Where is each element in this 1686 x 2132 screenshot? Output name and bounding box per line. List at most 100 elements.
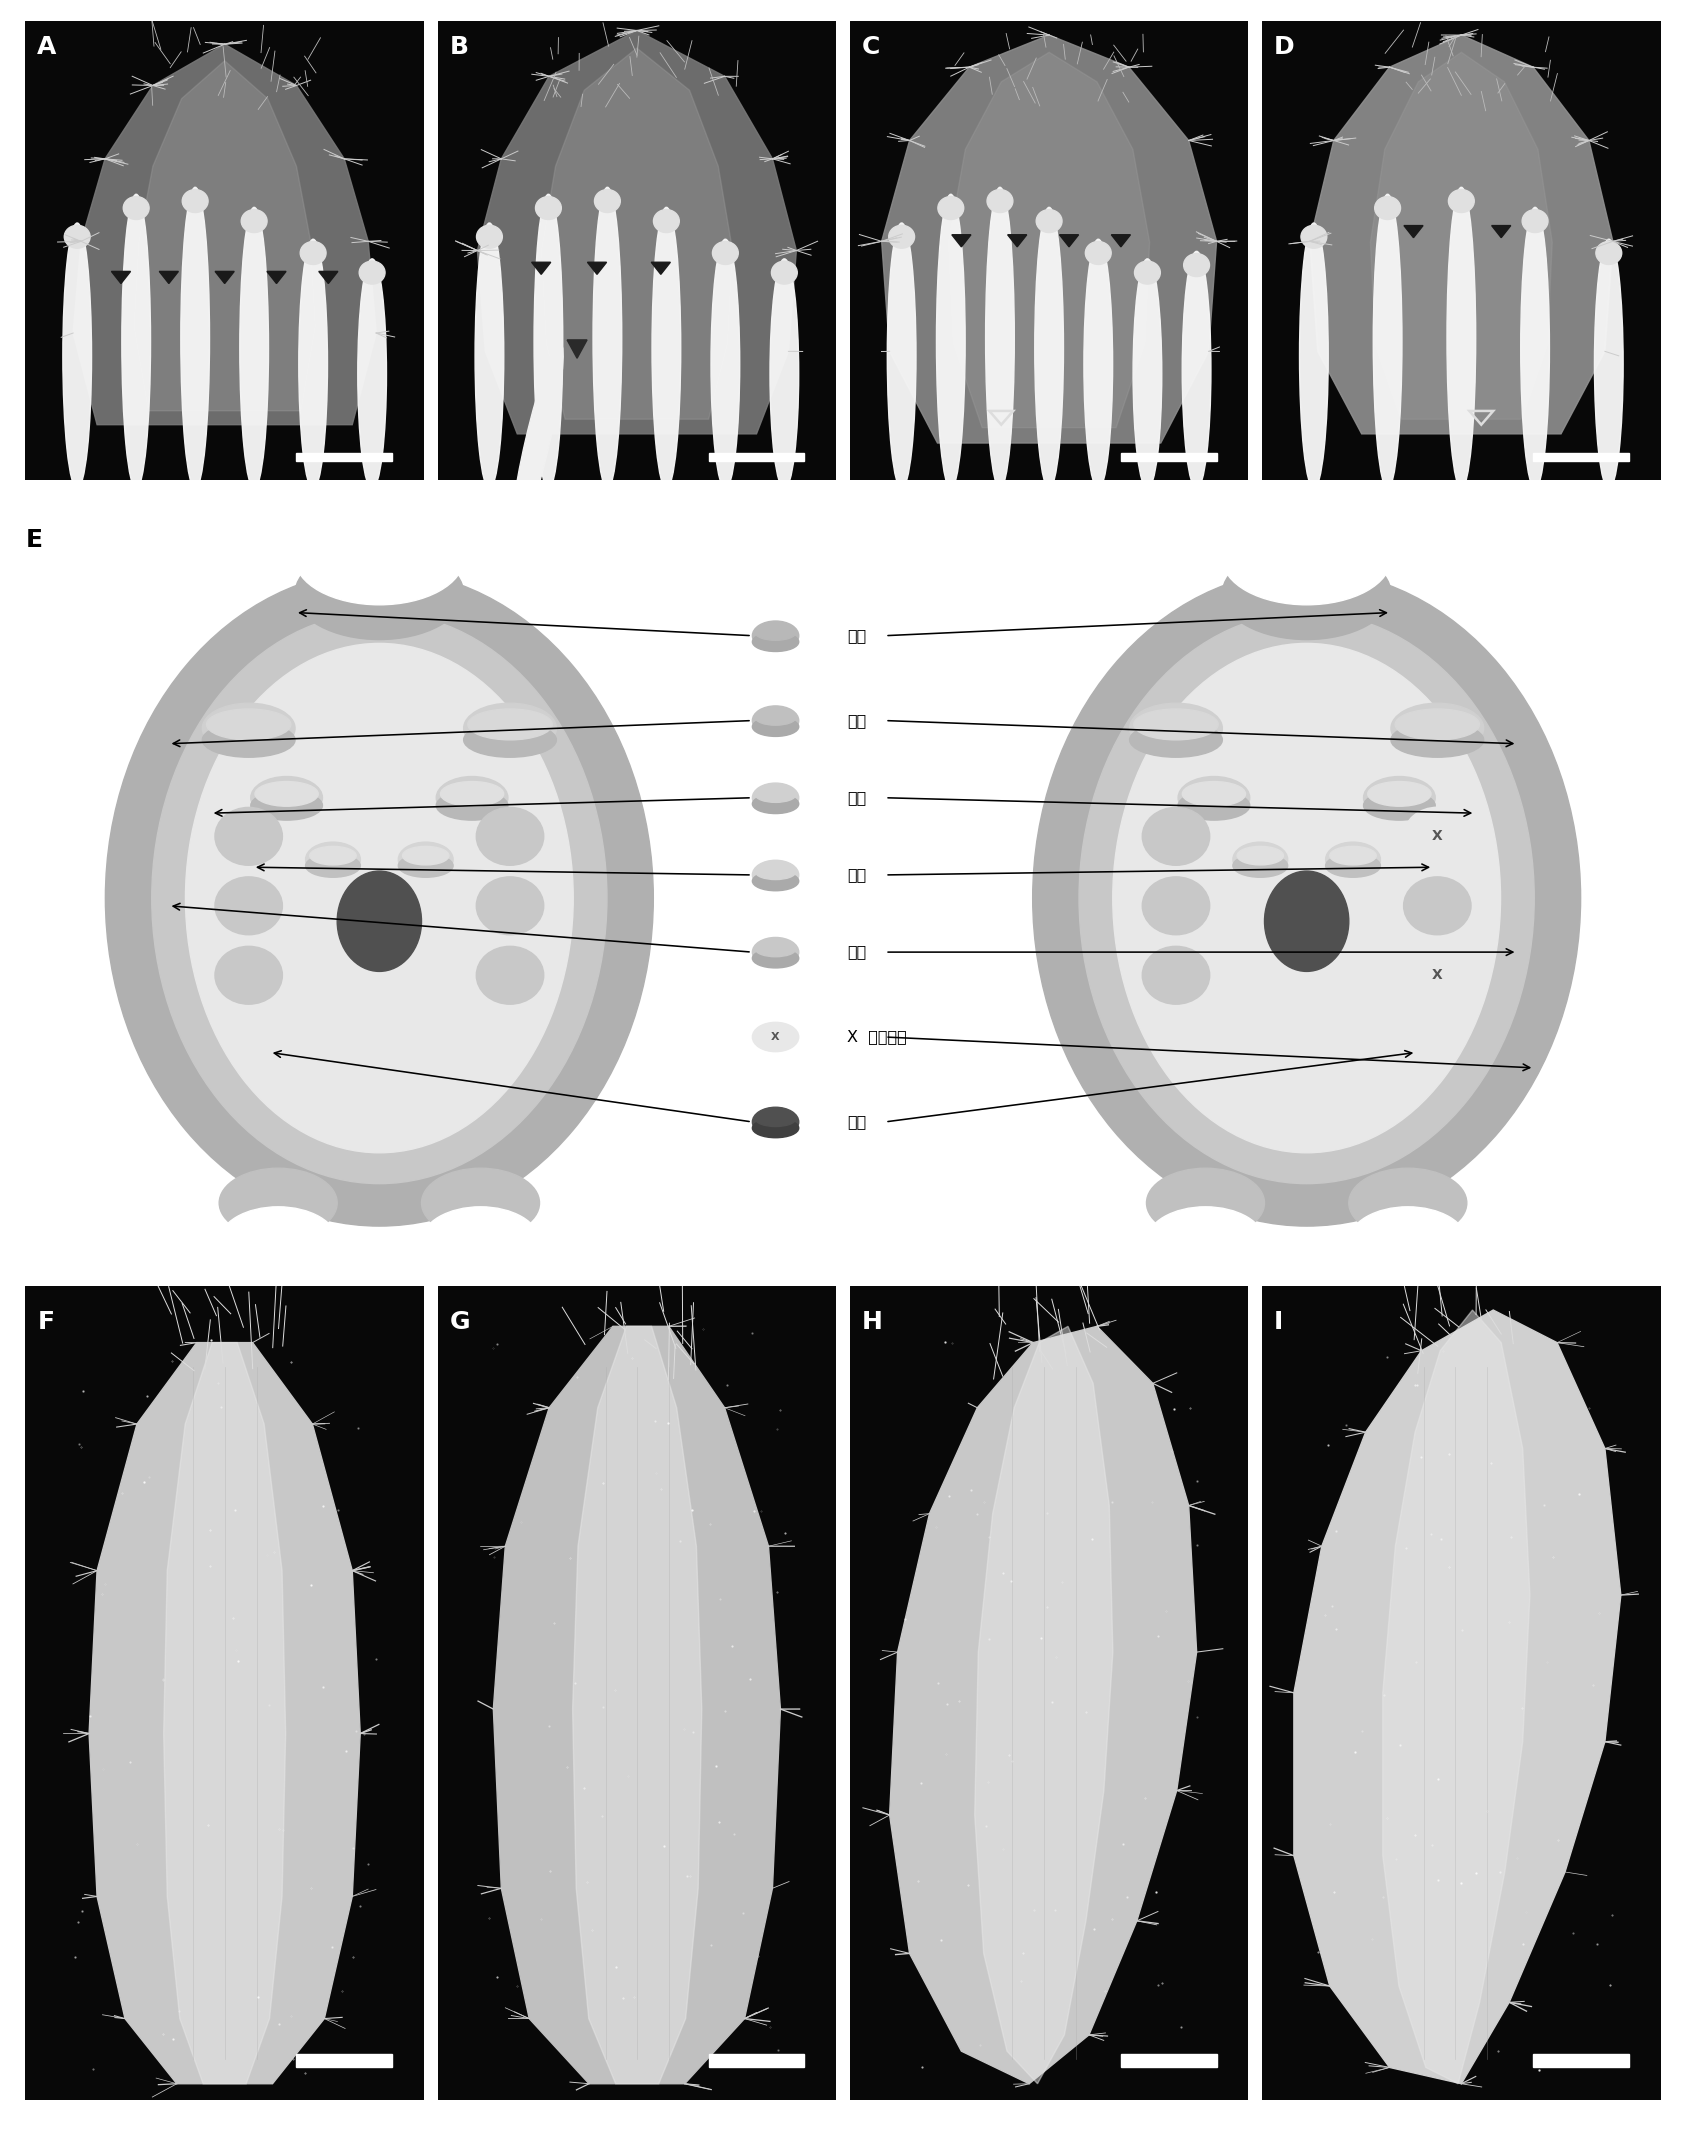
Text: 雌蕊: 雌蕊 bbox=[848, 1115, 867, 1130]
Ellipse shape bbox=[1404, 876, 1472, 934]
Ellipse shape bbox=[1404, 947, 1472, 1004]
Ellipse shape bbox=[937, 196, 964, 220]
Ellipse shape bbox=[219, 1168, 337, 1239]
Ellipse shape bbox=[422, 1207, 540, 1277]
Ellipse shape bbox=[1232, 855, 1288, 876]
Polygon shape bbox=[1310, 34, 1614, 435]
Ellipse shape bbox=[1146, 1207, 1264, 1277]
Polygon shape bbox=[1111, 235, 1130, 247]
Polygon shape bbox=[216, 271, 234, 284]
Polygon shape bbox=[72, 45, 376, 424]
Ellipse shape bbox=[1396, 710, 1480, 740]
Ellipse shape bbox=[771, 258, 799, 488]
Ellipse shape bbox=[1130, 704, 1222, 753]
Polygon shape bbox=[587, 262, 607, 275]
Ellipse shape bbox=[752, 872, 799, 891]
Ellipse shape bbox=[1391, 723, 1484, 757]
Ellipse shape bbox=[1391, 704, 1484, 753]
Ellipse shape bbox=[202, 704, 295, 753]
Ellipse shape bbox=[752, 938, 799, 966]
Ellipse shape bbox=[121, 194, 150, 488]
Ellipse shape bbox=[772, 260, 797, 284]
Ellipse shape bbox=[1349, 1168, 1467, 1239]
Ellipse shape bbox=[755, 710, 796, 725]
Ellipse shape bbox=[123, 196, 148, 220]
Polygon shape bbox=[1492, 226, 1511, 237]
Ellipse shape bbox=[1349, 1207, 1467, 1277]
Polygon shape bbox=[651, 262, 671, 275]
Polygon shape bbox=[1059, 235, 1079, 247]
Polygon shape bbox=[541, 49, 733, 420]
Ellipse shape bbox=[752, 949, 799, 968]
Ellipse shape bbox=[295, 512, 464, 605]
Ellipse shape bbox=[755, 942, 796, 957]
Ellipse shape bbox=[180, 188, 209, 488]
Ellipse shape bbox=[752, 1119, 799, 1138]
Polygon shape bbox=[494, 1326, 781, 2083]
Ellipse shape bbox=[713, 241, 738, 264]
Polygon shape bbox=[1383, 1309, 1529, 2083]
Polygon shape bbox=[266, 271, 287, 284]
Polygon shape bbox=[158, 271, 179, 284]
Ellipse shape bbox=[357, 258, 386, 488]
Bar bbox=[708, 454, 804, 461]
Ellipse shape bbox=[437, 776, 507, 819]
Polygon shape bbox=[890, 1326, 1197, 2083]
Ellipse shape bbox=[216, 947, 283, 1004]
Text: G: G bbox=[450, 1309, 470, 1335]
Text: X  雄蕊缺失: X 雄蕊缺失 bbox=[848, 1030, 907, 1045]
Bar bbox=[297, 454, 393, 461]
Ellipse shape bbox=[475, 224, 504, 488]
Ellipse shape bbox=[62, 224, 91, 488]
Ellipse shape bbox=[398, 855, 454, 876]
Ellipse shape bbox=[477, 947, 545, 1004]
Polygon shape bbox=[949, 53, 1150, 429]
Ellipse shape bbox=[1037, 209, 1062, 232]
Bar bbox=[1121, 454, 1217, 461]
Ellipse shape bbox=[185, 644, 573, 1153]
Text: B: B bbox=[450, 34, 469, 60]
Ellipse shape bbox=[752, 861, 799, 889]
Polygon shape bbox=[89, 1343, 361, 2083]
Ellipse shape bbox=[752, 795, 799, 814]
Ellipse shape bbox=[1084, 239, 1113, 488]
Polygon shape bbox=[133, 60, 315, 411]
Text: D: D bbox=[1275, 34, 1295, 60]
Ellipse shape bbox=[1146, 1168, 1264, 1239]
Ellipse shape bbox=[1113, 644, 1501, 1153]
Ellipse shape bbox=[207, 710, 292, 740]
Ellipse shape bbox=[752, 1023, 799, 1051]
Ellipse shape bbox=[1325, 855, 1381, 876]
Polygon shape bbox=[1371, 53, 1553, 420]
Ellipse shape bbox=[752, 633, 799, 652]
Ellipse shape bbox=[1086, 241, 1111, 264]
Ellipse shape bbox=[986, 190, 1013, 213]
Ellipse shape bbox=[216, 808, 283, 866]
Ellipse shape bbox=[1522, 209, 1548, 232]
Ellipse shape bbox=[595, 190, 620, 213]
Ellipse shape bbox=[1135, 260, 1160, 284]
Ellipse shape bbox=[1448, 190, 1474, 213]
Ellipse shape bbox=[755, 1111, 796, 1126]
Polygon shape bbox=[1404, 226, 1423, 237]
Polygon shape bbox=[531, 262, 551, 275]
Text: H: H bbox=[862, 1309, 882, 1335]
Ellipse shape bbox=[477, 876, 545, 934]
Ellipse shape bbox=[182, 190, 207, 213]
Ellipse shape bbox=[359, 260, 384, 284]
Ellipse shape bbox=[652, 207, 681, 488]
Ellipse shape bbox=[437, 791, 507, 821]
Ellipse shape bbox=[1135, 710, 1219, 740]
Text: X: X bbox=[771, 1032, 781, 1043]
Ellipse shape bbox=[1447, 188, 1475, 488]
Ellipse shape bbox=[440, 782, 504, 806]
Ellipse shape bbox=[216, 876, 283, 934]
Ellipse shape bbox=[755, 863, 796, 881]
Ellipse shape bbox=[1079, 612, 1534, 1183]
Ellipse shape bbox=[403, 846, 448, 866]
Text: 雄蕊: 雄蕊 bbox=[848, 944, 867, 959]
Text: A: A bbox=[37, 34, 57, 60]
Ellipse shape bbox=[1597, 241, 1622, 264]
Ellipse shape bbox=[1143, 947, 1211, 1004]
Ellipse shape bbox=[1300, 224, 1329, 488]
